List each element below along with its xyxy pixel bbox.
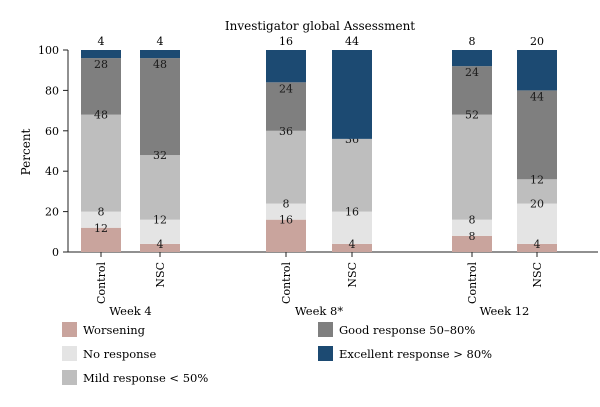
y-tick-label: 100 bbox=[38, 44, 59, 57]
legend-label: Excellent response > 80% bbox=[339, 347, 492, 361]
bar-segment bbox=[517, 203, 557, 244]
bar-segment bbox=[266, 50, 306, 83]
segment-value-label: 12 bbox=[94, 222, 108, 235]
segment-value-label: 4 bbox=[157, 238, 164, 251]
legend-label: Good response 50–80% bbox=[339, 323, 475, 337]
bar-top-label: 4 bbox=[98, 35, 105, 48]
segment-value-label: 52 bbox=[465, 109, 479, 122]
y-tick-label: 40 bbox=[45, 165, 59, 178]
x-category-label: NSC bbox=[531, 262, 544, 288]
bar-segment bbox=[332, 138, 372, 212]
segment-value-label: 8 bbox=[469, 230, 476, 243]
bar-segment bbox=[452, 235, 492, 252]
x-category-label: NSC bbox=[154, 262, 167, 288]
segment-value-label: 24 bbox=[465, 66, 479, 79]
bar-segment bbox=[140, 50, 180, 59]
segment-value-label: 4 bbox=[349, 238, 356, 251]
bar-top-label: 44 bbox=[345, 35, 359, 48]
y-tick-label: 20 bbox=[45, 206, 59, 219]
bar-segment bbox=[266, 219, 306, 252]
bar-segment bbox=[332, 243, 372, 252]
segment-value-label: 20 bbox=[530, 198, 544, 211]
x-category-label: NSC bbox=[346, 262, 359, 288]
bar-segment bbox=[517, 50, 557, 91]
bar-segment bbox=[140, 243, 180, 252]
bar-segment bbox=[140, 58, 180, 156]
segment-value-label: 28 bbox=[94, 58, 108, 71]
segment-value-label: 8 bbox=[469, 214, 476, 227]
segment-value-label: 16 bbox=[345, 206, 359, 219]
chart-title: Investigator global Assessment bbox=[225, 19, 415, 33]
x-category-label: Control bbox=[280, 262, 293, 304]
segment-value-label: 12 bbox=[530, 173, 544, 186]
bar-segment bbox=[517, 90, 557, 180]
group-label: Week 8* bbox=[295, 304, 343, 318]
group-label: Week 4 bbox=[109, 304, 151, 318]
legend-swatch bbox=[62, 370, 77, 385]
y-tick-label: 0 bbox=[52, 246, 59, 259]
legend-swatch bbox=[62, 346, 77, 361]
bar-segment bbox=[332, 50, 372, 139]
legend-swatch bbox=[62, 322, 77, 337]
segment-value-label: 48 bbox=[153, 58, 167, 71]
y-tick-label: 60 bbox=[45, 125, 59, 138]
bar-top-label: 4 bbox=[157, 35, 164, 48]
bar-segment bbox=[140, 219, 180, 244]
bar-segment bbox=[452, 50, 492, 67]
legend-swatch bbox=[318, 346, 333, 361]
y-axis-label: Percent bbox=[19, 128, 33, 175]
segment-value-label: 24 bbox=[279, 82, 293, 95]
x-category-label: Control bbox=[466, 262, 479, 304]
segment-value-label: 8 bbox=[98, 206, 105, 219]
bar-top-label: 8 bbox=[469, 35, 476, 48]
segment-value-label: 12 bbox=[153, 214, 167, 227]
y-tick-label: 80 bbox=[45, 84, 59, 97]
segment-value-label: 8 bbox=[283, 198, 290, 211]
bar-segment bbox=[140, 155, 180, 220]
bar-segment bbox=[81, 211, 121, 228]
segment-value-label: 44 bbox=[530, 90, 544, 103]
bar-segment bbox=[266, 82, 306, 131]
bar-segment bbox=[266, 203, 306, 220]
x-category-label: Control bbox=[95, 262, 108, 304]
bars: 1284828441232484168362416416364488522484… bbox=[81, 35, 557, 252]
segment-value-label: 16 bbox=[279, 214, 293, 227]
segment-value-label: 36 bbox=[279, 125, 293, 138]
legend-label: Worsening bbox=[83, 323, 146, 337]
bar-segment bbox=[266, 130, 306, 204]
legend-swatch bbox=[318, 322, 333, 337]
group-label: Week 12 bbox=[480, 304, 530, 318]
bar-segment bbox=[517, 243, 557, 252]
bar-segment bbox=[332, 211, 372, 244]
legend: Worsening No response Mild response < 50% G… bbox=[62, 322, 492, 385]
bar-segment bbox=[81, 58, 121, 115]
bar-segment bbox=[81, 227, 121, 252]
bar-segment bbox=[452, 114, 492, 220]
segment-value-label: 4 bbox=[534, 238, 541, 251]
segment-value-label: 48 bbox=[94, 109, 108, 122]
segment-value-label: 32 bbox=[153, 149, 167, 162]
bar-segment bbox=[81, 50, 121, 59]
bar-segment bbox=[517, 179, 557, 204]
legend-label: No response bbox=[83, 347, 156, 361]
bar-top-label: 16 bbox=[279, 35, 293, 48]
legend-label: Mild response < 50% bbox=[83, 371, 208, 385]
bar-segment bbox=[452, 219, 492, 236]
bar-segment bbox=[81, 114, 121, 212]
bar-top-label: 20 bbox=[530, 35, 544, 48]
bar-segment bbox=[452, 66, 492, 115]
